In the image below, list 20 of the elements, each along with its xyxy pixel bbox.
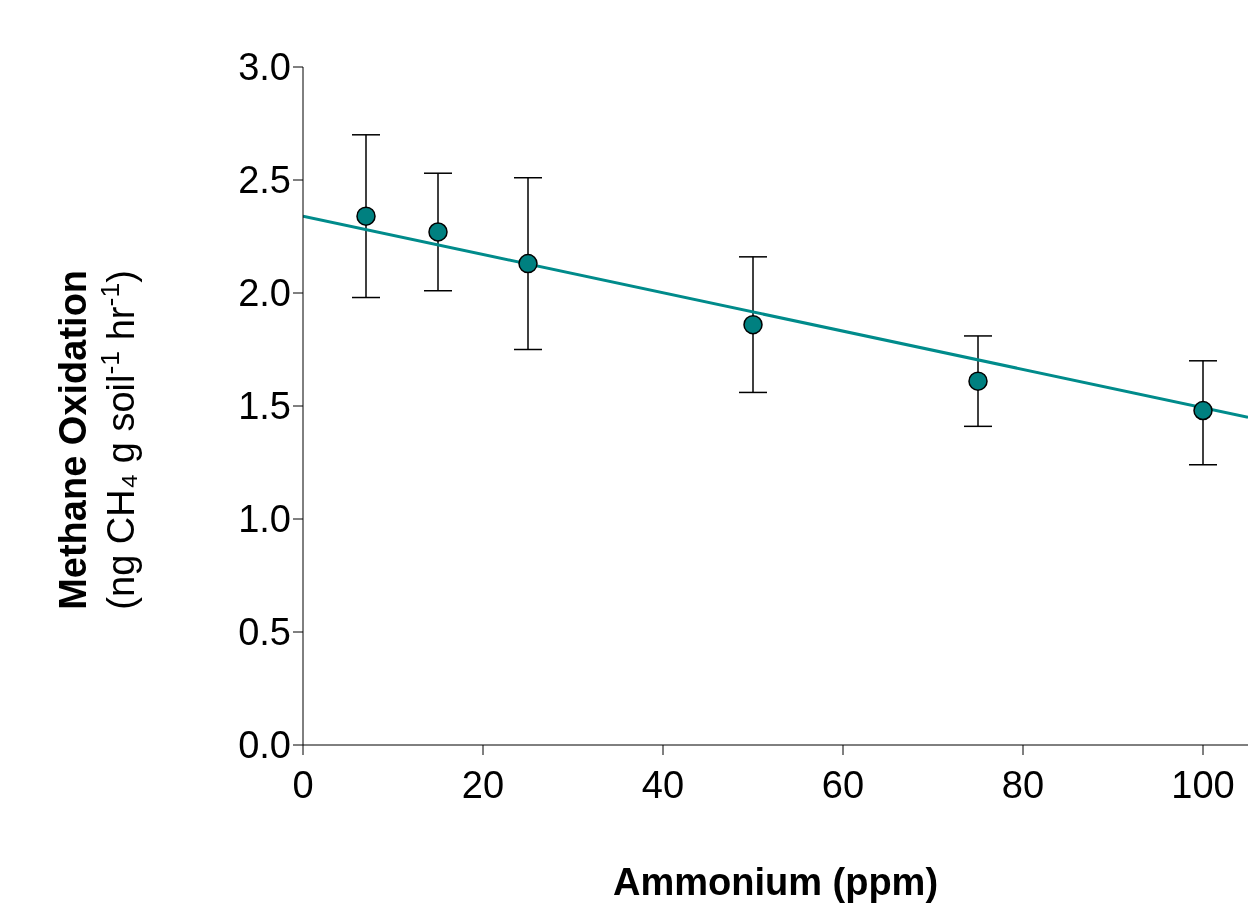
y-tick-label: 1.0 — [238, 498, 291, 541]
point — [356, 206, 376, 226]
x-tick-label: 0 — [292, 763, 314, 806]
x-tick-label: 40 — [641, 763, 685, 806]
point — [428, 222, 448, 242]
x-axis-title: Ammonium (ppm) — [612, 861, 939, 903]
y-tick-label: 2.5 — [238, 159, 291, 202]
x-tick-label: 80 — [1001, 763, 1045, 806]
y-tick-label: 1.5 — [238, 385, 291, 428]
x-tick-label: 60 — [821, 763, 865, 806]
point — [968, 371, 988, 391]
point — [1193, 400, 1213, 421]
x-tick-label: 20 — [461, 763, 505, 806]
x-tick-label: 100 — [1171, 763, 1235, 806]
y-tick-label: 3.0 — [238, 46, 291, 89]
y-tick-label: 2.0 — [238, 272, 291, 315]
point — [743, 314, 763, 335]
point — [518, 253, 538, 274]
y-tick-label: 0.5 — [238, 611, 291, 654]
y-tick-label: 0.0 — [238, 724, 291, 767]
